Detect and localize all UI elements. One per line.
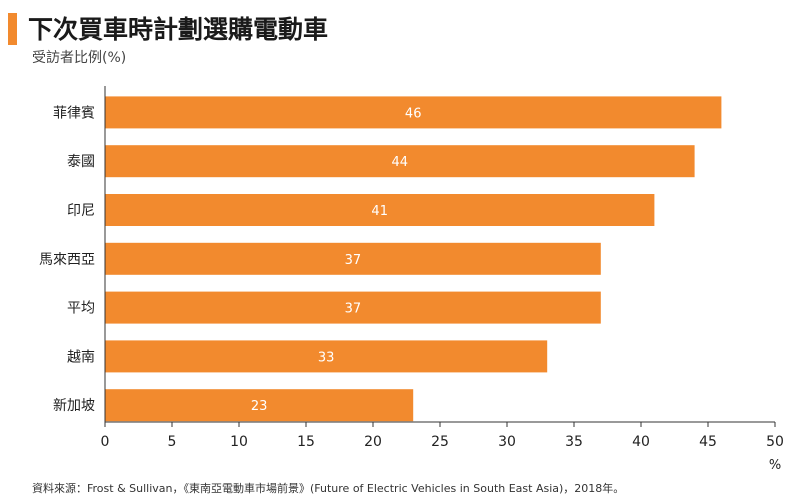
bar-2 — [105, 194, 655, 226]
x-tick-label-4: 20 — [364, 434, 382, 450]
data-label-3: 37 — [345, 253, 362, 268]
data-label-6: 23 — [251, 399, 268, 414]
category-label-1: 泰國 — [67, 154, 95, 170]
x-tick-label-0: 0 — [101, 434, 110, 450]
x-tick-label-10: 50 — [766, 434, 784, 450]
chart-title: 下次買車時計劃選購電動車 — [28, 15, 329, 44]
x-tick-label-9: 45 — [699, 434, 717, 450]
x-tick-label-5: 25 — [431, 434, 449, 450]
bar-1 — [105, 145, 695, 178]
x-tick-label-1: 5 — [168, 434, 177, 450]
x-axis-unit-label: % — [769, 458, 781, 473]
title-accent-bar — [8, 13, 17, 45]
category-label-0: 菲律賓 — [53, 104, 95, 121]
bar-3 — [105, 242, 601, 275]
x-tick-label-6: 30 — [498, 434, 516, 450]
category-label-4: 平均 — [67, 301, 95, 317]
source-note: 資料來源：Frost & Sullivan，《東南亞電動車市場前景》(Futur… — [32, 482, 625, 495]
category-label-5: 越南 — [67, 349, 95, 365]
bar-0 — [105, 96, 722, 129]
x-tick-label-8: 40 — [632, 434, 650, 450]
data-label-4: 37 — [345, 302, 362, 317]
chart-subtitle: 受訪者比例(%) — [32, 50, 127, 66]
x-tick-label-7: 35 — [565, 434, 583, 450]
x-tick-label-2: 10 — [230, 434, 248, 450]
data-label-5: 33 — [318, 350, 335, 365]
x-tick-label-3: 15 — [297, 434, 315, 450]
data-label-2: 41 — [371, 204, 388, 219]
bar-4 — [105, 291, 601, 324]
category-label-6: 新加坡 — [53, 398, 95, 414]
bar-6 — [105, 389, 414, 422]
bar-5 — [105, 340, 548, 373]
data-label-1: 44 — [392, 155, 409, 170]
category-label-3: 馬來西亞 — [39, 252, 95, 268]
category-label-2: 印尼 — [67, 203, 95, 219]
data-label-0: 46 — [405, 106, 422, 121]
